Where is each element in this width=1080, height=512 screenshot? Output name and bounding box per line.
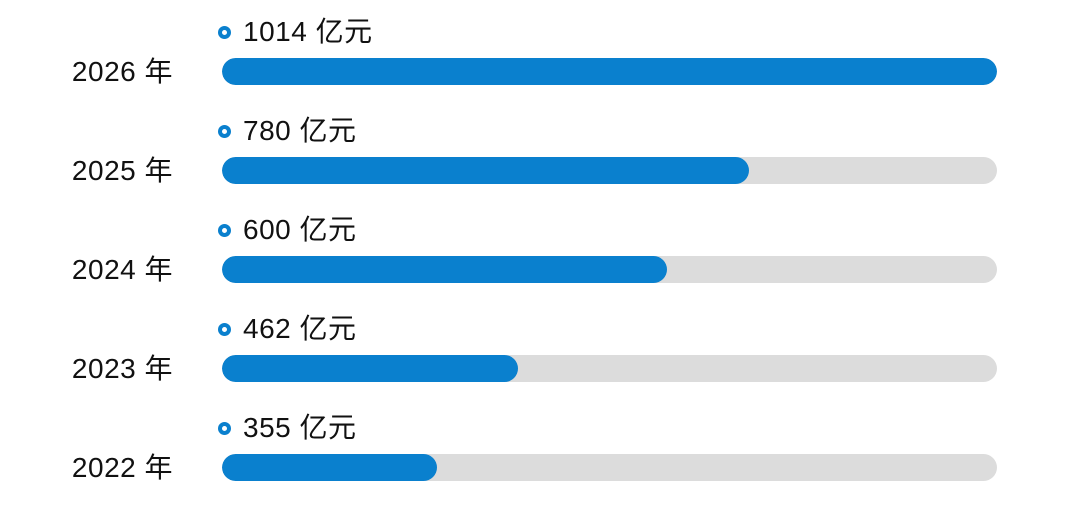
year-label: 2026 年 (71, 56, 173, 87)
bar-fill (222, 355, 519, 382)
chart-row: 2026 年 1014 亿元 (0, 16, 997, 87)
ring-icon (218, 421, 231, 435)
ring-icon (218, 124, 231, 138)
value-label: 355 亿元 (243, 412, 357, 443)
year-label: 2022 年 (71, 452, 173, 483)
bar-area: 600 亿元 (218, 214, 997, 283)
value-label: 1014 亿元 (243, 16, 373, 47)
chart-row: 2024 年 600 亿元 (0, 214, 997, 285)
bar-track (222, 256, 997, 283)
value-line: 780 亿元 (218, 115, 997, 146)
bar-fill (222, 256, 667, 283)
bar-area: 355 亿元 (218, 412, 997, 481)
value-line: 600 亿元 (218, 214, 997, 245)
bar-fill (222, 58, 997, 85)
ring-icon (218, 25, 231, 39)
bar-track (222, 58, 997, 85)
year-label: 2024 年 (71, 254, 173, 285)
bar-area: 780 亿元 (218, 115, 997, 184)
bar-track (222, 454, 997, 481)
value-line: 355 亿元 (218, 412, 997, 443)
chart-row: 2022 年 355 亿元 (0, 412, 997, 483)
bar-area: 462 亿元 (218, 313, 997, 382)
value-label: 462 亿元 (243, 313, 357, 344)
bar-area: 1014 亿元 (218, 16, 997, 85)
bar-track (222, 157, 997, 184)
bar-track (222, 355, 997, 382)
chart-row: 2023 年 462 亿元 (0, 313, 997, 384)
bar-fill (222, 157, 749, 184)
ring-icon (218, 223, 231, 237)
bar-fill (222, 454, 437, 481)
ring-icon (218, 322, 231, 336)
year-label: 2023 年 (71, 353, 173, 384)
year-label: 2025 年 (71, 155, 173, 186)
chart-row: 2025 年 780 亿元 (0, 115, 997, 186)
value-line: 462 亿元 (218, 313, 997, 344)
value-label: 780 亿元 (243, 115, 357, 146)
value-line: 1014 亿元 (218, 16, 997, 47)
value-label: 600 亿元 (243, 214, 357, 245)
